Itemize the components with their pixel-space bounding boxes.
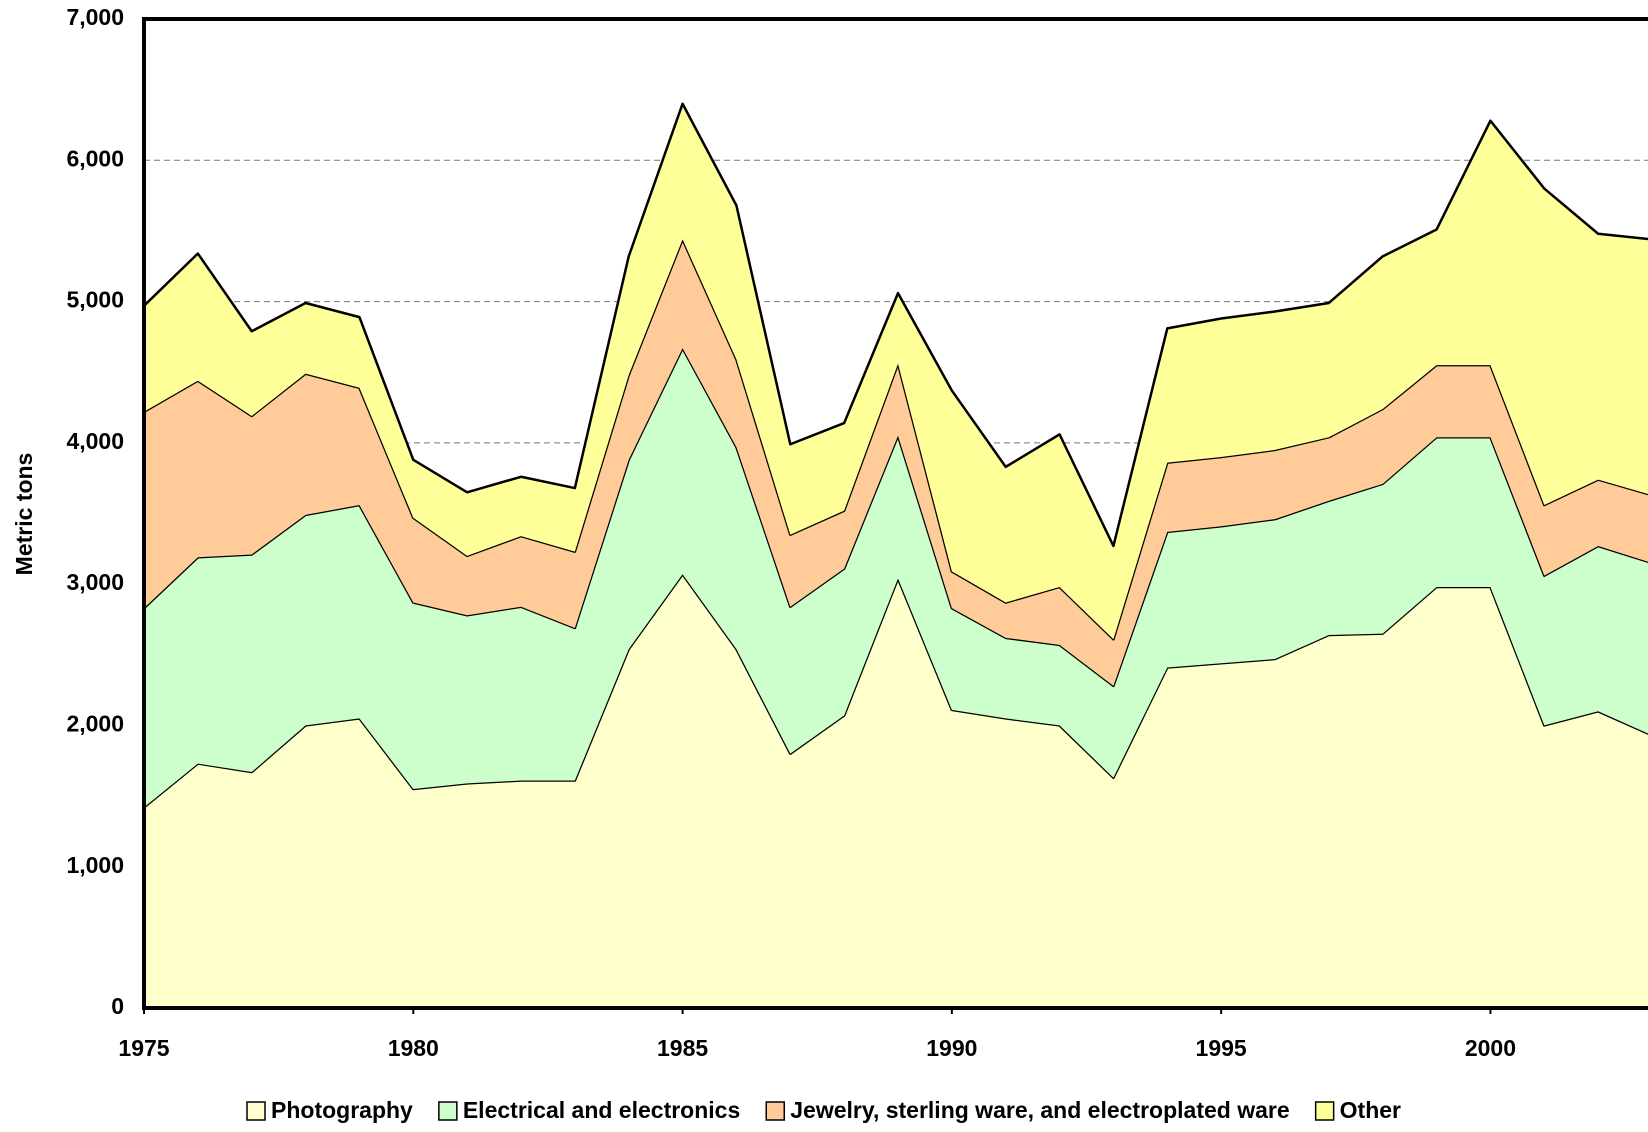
x-tick-label: 1975 bbox=[118, 1035, 169, 1061]
area bbox=[144, 103, 1648, 640]
legend-label: Electrical and electronics bbox=[463, 1097, 740, 1123]
y-tick-label: 7,000 bbox=[66, 4, 124, 30]
y-tick-label: 6,000 bbox=[66, 145, 124, 171]
y-tick-label: 4,000 bbox=[66, 428, 124, 454]
legend-swatch bbox=[1314, 1101, 1335, 1121]
area bbox=[144, 574, 1648, 1008]
legend-label: Photography bbox=[271, 1097, 413, 1123]
legend-swatch bbox=[246, 1101, 266, 1121]
x-tick-label: 2000 bbox=[1465, 1035, 1516, 1061]
area bbox=[144, 348, 1648, 808]
y-tick-label: 2,000 bbox=[66, 711, 124, 737]
legend-label: Other bbox=[1340, 1097, 1401, 1123]
y-tick-label: 0 bbox=[111, 993, 124, 1019]
y-tick-label: 3,000 bbox=[66, 569, 124, 595]
y-axis-label: Metric tons bbox=[11, 453, 37, 576]
legend-swatch bbox=[765, 1101, 786, 1121]
x-tick-label: 1980 bbox=[388, 1035, 439, 1061]
legend-swatch bbox=[438, 1101, 458, 1121]
y-tick-label: 5,000 bbox=[66, 287, 124, 313]
x-tick-label: 1985 bbox=[657, 1035, 708, 1061]
y-tick-label: 1,000 bbox=[66, 852, 124, 878]
plot-frame bbox=[142, 17, 1648, 1010]
x-tick-label: 1995 bbox=[1196, 1035, 1247, 1061]
area bbox=[144, 239, 1648, 686]
area-line bbox=[143, 102, 1648, 548]
x-tick-label: 1990 bbox=[926, 1035, 977, 1061]
legend-label: Jewelry, sterling ware, and electroplate… bbox=[790, 1097, 1289, 1123]
